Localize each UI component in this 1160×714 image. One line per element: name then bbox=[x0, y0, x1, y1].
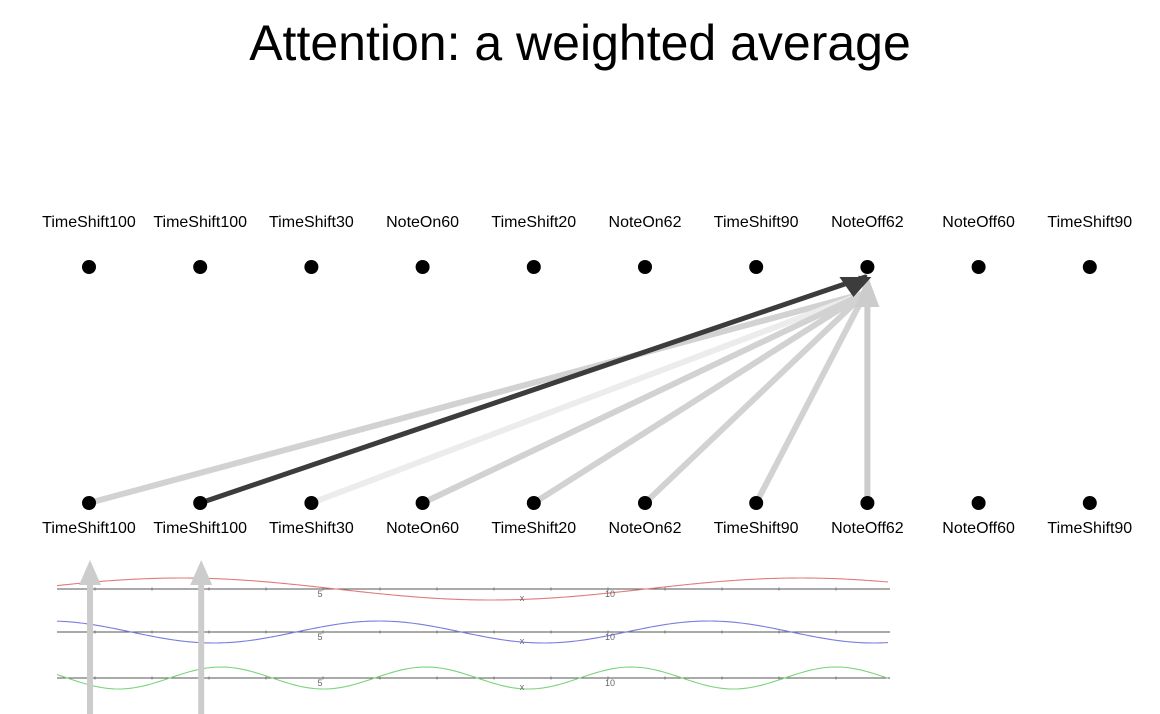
top-token-label: NoteOff62 bbox=[831, 214, 904, 231]
bottom-token-label: TimeShift30 bbox=[269, 520, 354, 537]
top-token-label: TimeShift20 bbox=[491, 214, 577, 231]
bottom-token-node bbox=[1082, 496, 1097, 510]
bottom-token-node bbox=[193, 496, 208, 510]
attention-edge bbox=[86, 290, 869, 506]
pe-wave bbox=[56, 620, 889, 644]
top-token-label: TimeShift30 bbox=[269, 214, 354, 231]
top-token-label: TimeShift100 bbox=[42, 214, 136, 231]
pe-tick-label: 5 bbox=[317, 632, 322, 642]
bottom-token-label: NoteOn60 bbox=[386, 520, 460, 537]
bottom-token-label: TimeShift100 bbox=[42, 520, 136, 537]
top-token-node bbox=[304, 260, 319, 274]
top-token-node bbox=[860, 260, 875, 274]
bottom-token-label: TimeShift20 bbox=[491, 520, 577, 537]
pe-tick-label: 10 bbox=[605, 678, 615, 688]
top-token-label: TimeShift90 bbox=[713, 214, 799, 231]
bottom-nodes bbox=[82, 496, 1097, 510]
top-token-node bbox=[82, 260, 96, 274]
page-title: Attention: a weighted average bbox=[249, 15, 911, 71]
pe-tick-label: 10 bbox=[605, 589, 615, 599]
top-token-label: TimeShift100 bbox=[153, 214, 248, 231]
bottom-token-label: TimeShift100 bbox=[153, 520, 248, 537]
attention-strong-arrowhead bbox=[839, 277, 872, 297]
top-token-node bbox=[526, 260, 541, 274]
bottom-token-node bbox=[415, 496, 430, 510]
top-token-label: NoteOn60 bbox=[386, 214, 460, 231]
pe-axis-label: x bbox=[520, 682, 525, 692]
top-token-label: NoteOn62 bbox=[608, 214, 682, 231]
attention-edge bbox=[642, 290, 869, 506]
bottom-token-label: NoteOff62 bbox=[831, 520, 904, 537]
pe-tick-label: 10 bbox=[605, 632, 615, 642]
input-arrows bbox=[79, 560, 213, 714]
input-arrow-head bbox=[79, 560, 101, 585]
attention-edge bbox=[530, 290, 869, 506]
bottom-token-label: TimeShift90 bbox=[713, 520, 799, 537]
bottom-token-label: NoteOn62 bbox=[608, 520, 682, 537]
bottom-token-node bbox=[82, 496, 96, 510]
bottom-token-node bbox=[526, 496, 541, 510]
top-token-node bbox=[638, 260, 652, 274]
top-nodes bbox=[82, 260, 1097, 274]
attention-arrowhead bbox=[855, 275, 880, 307]
attention-edge bbox=[419, 290, 869, 506]
top-token-label: TimeShift90 bbox=[1047, 214, 1133, 231]
bottom-token-label: NoteOff60 bbox=[942, 520, 1015, 537]
top-token-node bbox=[1082, 260, 1097, 274]
bottom-token-node bbox=[304, 496, 319, 510]
pe-wave bbox=[56, 666, 889, 690]
bottom-token-node bbox=[638, 496, 652, 510]
pe-axis-label: x bbox=[520, 593, 525, 603]
attention-edges bbox=[86, 274, 880, 506]
bottom-token-node bbox=[860, 496, 875, 510]
input-arrow-head bbox=[190, 560, 213, 585]
top-token-node bbox=[415, 260, 430, 274]
top-token-node bbox=[971, 260, 986, 274]
top-token-label: NoteOff60 bbox=[942, 214, 1015, 231]
top-token-node bbox=[749, 260, 764, 274]
bottom-token-node bbox=[971, 496, 986, 510]
attention-edge bbox=[753, 290, 869, 506]
bottom-token-node bbox=[749, 496, 764, 510]
pe-tick-label: 5 bbox=[317, 678, 322, 688]
attention-edge bbox=[308, 290, 869, 506]
bottom-token-label: TimeShift90 bbox=[1047, 520, 1133, 537]
attention-edge bbox=[197, 274, 868, 506]
top-token-node bbox=[193, 260, 208, 274]
pe-axis-label: x bbox=[520, 636, 525, 646]
positional-encoding-plot: 5 10 5 10 x 5 10 x x bbox=[56, 577, 890, 692]
pe-tick-label: 5 bbox=[317, 589, 322, 599]
